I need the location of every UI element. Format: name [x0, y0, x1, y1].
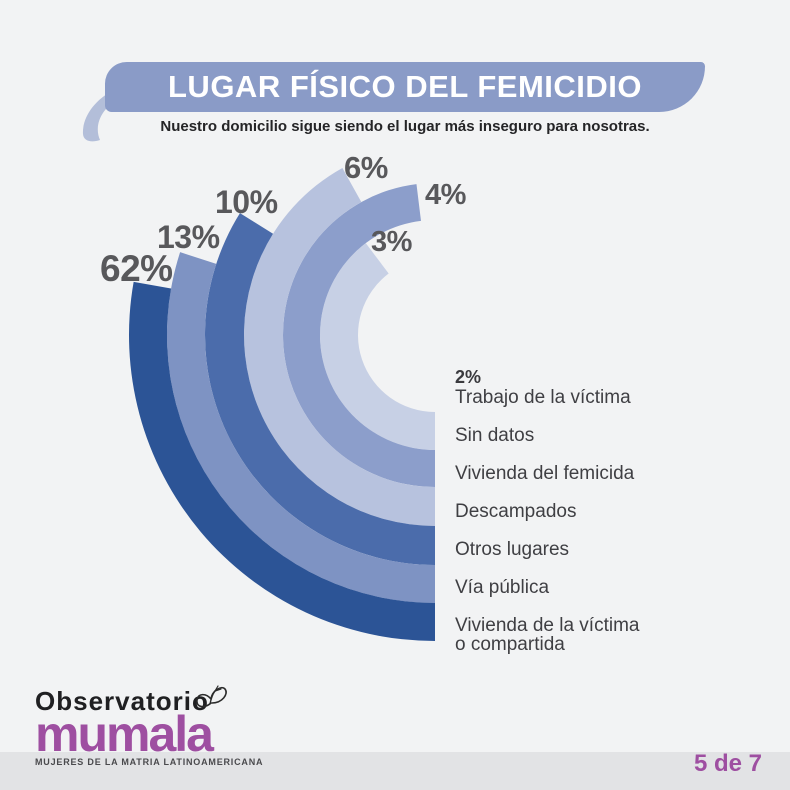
page-indicator: 5 de 7 — [693, 750, 762, 777]
page-title: LUGAR FÍSICO DEL FEMICIDIO — [168, 69, 642, 104]
arc-segment-10% — [205, 213, 435, 565]
legend-item: Otros lugares — [455, 540, 715, 559]
brand-org-text: Observatorio — [35, 686, 209, 716]
arc-segment-62% — [129, 281, 435, 642]
legend-item: 2% Trabajo de la víctima — [455, 366, 715, 407]
legend-item-percent: 2% — [455, 367, 482, 387]
title-banner: LUGAR FÍSICO DEL FEMICIDIO — [105, 62, 705, 112]
butterfly-icon — [196, 685, 227, 708]
subtitle: Nuestro domicilio sigue siendo el lugar … — [160, 118, 650, 135]
arc-segment-4% — [283, 184, 435, 487]
legend-item: Sin datos — [455, 426, 715, 445]
percent-label-62%: 62% — [100, 248, 173, 289]
brand-logotype: mumala — [35, 706, 214, 762]
arc-segment-13% — [166, 252, 435, 603]
arc-segment-6% — [244, 167, 435, 526]
percent-label-4%: 4% — [425, 179, 466, 211]
legend-item-label: Vía pública — [455, 577, 550, 598]
legend-item: Descampados — [455, 502, 715, 521]
percent-label-6%: 6% — [344, 150, 388, 185]
legend-item-label: Vivienda del femicida — [455, 463, 635, 484]
legend-item: Vía pública — [455, 578, 715, 597]
percent-label-3%: 3% — [371, 226, 412, 258]
category-label-column: 2% Trabajo de la víctima Sin datos Vivienda… — [455, 366, 715, 673]
percent-label-13%: 13% — [157, 219, 220, 255]
percent-label-10%: 10% — [215, 184, 278, 220]
brand-tagline: MUJERES DE LA MATRIA LATINOAMERICANA — [35, 756, 264, 767]
legend-item-label: Sin datos — [455, 425, 535, 446]
footer-strip — [0, 752, 790, 790]
legend-item-label: Descampados — [455, 501, 577, 522]
legend-item: Vivienda de la víctima o compartida — [455, 616, 715, 654]
legend-item-label: Otros lugares — [455, 539, 570, 560]
legend-item: Vivienda del femicida — [455, 464, 715, 483]
legend-item-label: Trabajo de la víctima — [455, 387, 631, 408]
arc-segment-3% — [320, 243, 435, 450]
brand-logo: Observatorio mumala MUJERES DE LA MATRIA… — [35, 685, 264, 775]
legend-item-label: Vivienda de la víctima o compartida — [455, 615, 640, 655]
